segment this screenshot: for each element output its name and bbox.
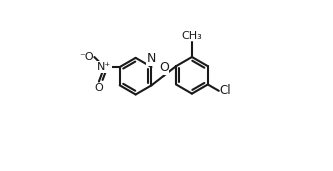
Text: N⁺: N⁺ [97, 62, 112, 72]
Text: O: O [159, 61, 169, 74]
Text: CH₃: CH₃ [181, 31, 202, 41]
Text: ⁻O: ⁻O [79, 52, 94, 62]
Text: Cl: Cl [220, 84, 231, 97]
Text: O: O [95, 83, 103, 93]
Text: N: N [147, 52, 156, 65]
